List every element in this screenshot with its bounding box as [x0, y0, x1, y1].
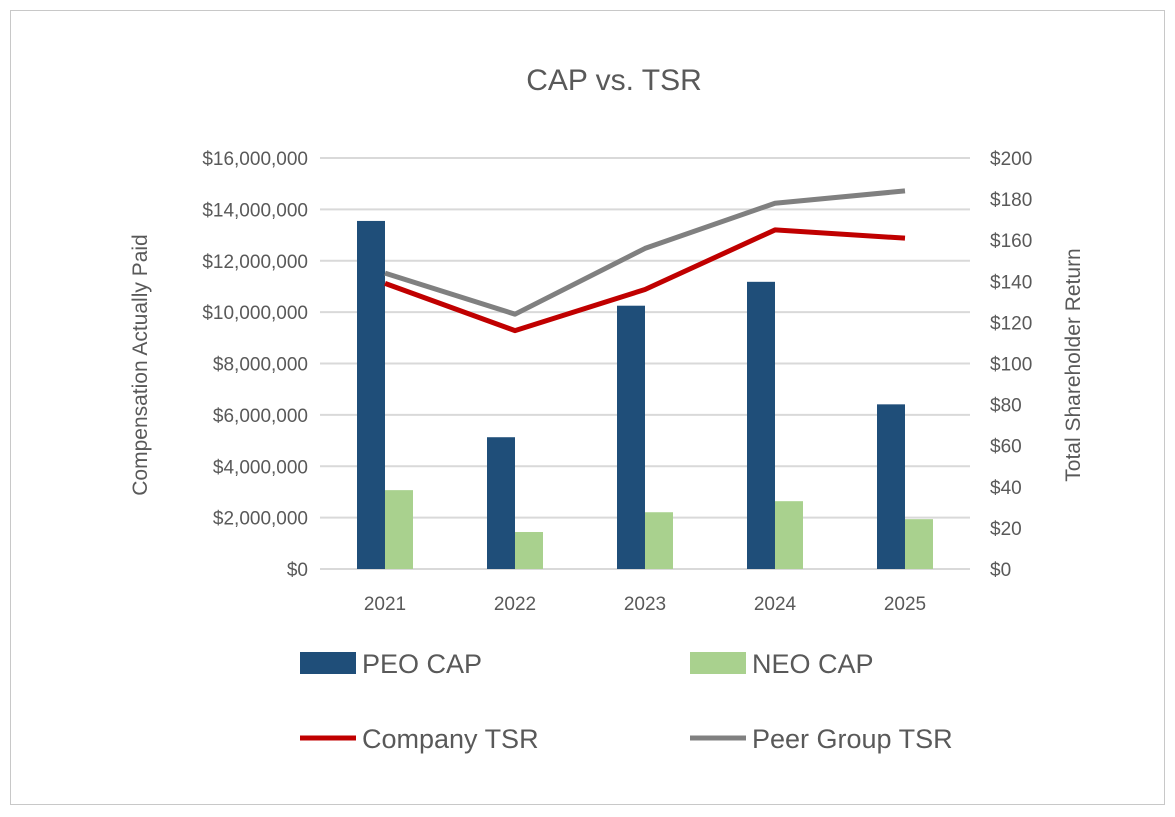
y2-tick-label: $20 — [990, 519, 1022, 540]
legend-label: PEO CAP — [362, 649, 482, 679]
y-tick-label: $14,000,000 — [202, 200, 308, 221]
legend-label: NEO CAP — [752, 649, 874, 679]
y2-tick-label: $120 — [990, 313, 1032, 334]
y2-tick-label: $140 — [990, 272, 1032, 293]
y2-tick-label: $180 — [990, 190, 1032, 211]
y-tick-label: $10,000,000 — [202, 303, 308, 324]
y-axis-label: Compensation Actually Paid — [129, 234, 152, 496]
y-tick-label: $2,000,000 — [213, 509, 308, 530]
bar-peo-cap — [357, 220, 385, 569]
y-tick-label: $12,000,000 — [202, 252, 308, 273]
bar-neo-cap — [385, 490, 413, 569]
legend-swatch — [300, 652, 356, 674]
y-tick-label: $16,000,000 — [202, 149, 308, 170]
x-tick-label: 2021 — [364, 594, 406, 615]
legend-label: Company TSR — [362, 724, 539, 754]
y2-tick-label: $0 — [990, 560, 1011, 581]
legend-label: Peer Group TSR — [752, 724, 953, 754]
y2-axis-label: Total Shareholder Return — [1062, 248, 1085, 481]
line-company-tsr — [384, 227, 906, 334]
bar-peo-cap — [877, 404, 905, 569]
x-tick-label: 2024 — [754, 594, 797, 615]
chart-frame — [10, 10, 1165, 805]
line-peer-group-tsr — [384, 188, 906, 317]
y2-tick-label: $60 — [990, 437, 1022, 458]
chart-title: CAP vs. TSR — [526, 64, 702, 97]
bar-neo-cap — [775, 501, 803, 569]
y2-tick-label: $100 — [990, 355, 1032, 376]
x-tick-label: 2025 — [884, 594, 926, 615]
bar-peo-cap — [747, 281, 775, 569]
bar-neo-cap — [645, 512, 673, 569]
bar-neo-cap — [905, 519, 933, 569]
y-tick-label: $4,000,000 — [213, 457, 308, 478]
bar-peo-cap — [617, 305, 645, 569]
y-tick-label: $0 — [287, 560, 308, 581]
y2-tick-label: $80 — [990, 396, 1022, 417]
y2-tick-label: $40 — [990, 478, 1022, 499]
y2-tick-label: $160 — [990, 231, 1032, 252]
y-tick-label: $8,000,000 — [213, 355, 308, 376]
y-tick-label: $6,000,000 — [213, 406, 308, 427]
bar-peo-cap — [487, 437, 515, 569]
bar-neo-cap — [515, 532, 543, 569]
x-tick-label: 2023 — [624, 594, 666, 615]
x-tick-label: 2022 — [494, 594, 536, 615]
y2-tick-label: $200 — [990, 149, 1032, 170]
legend-swatch — [690, 652, 746, 674]
